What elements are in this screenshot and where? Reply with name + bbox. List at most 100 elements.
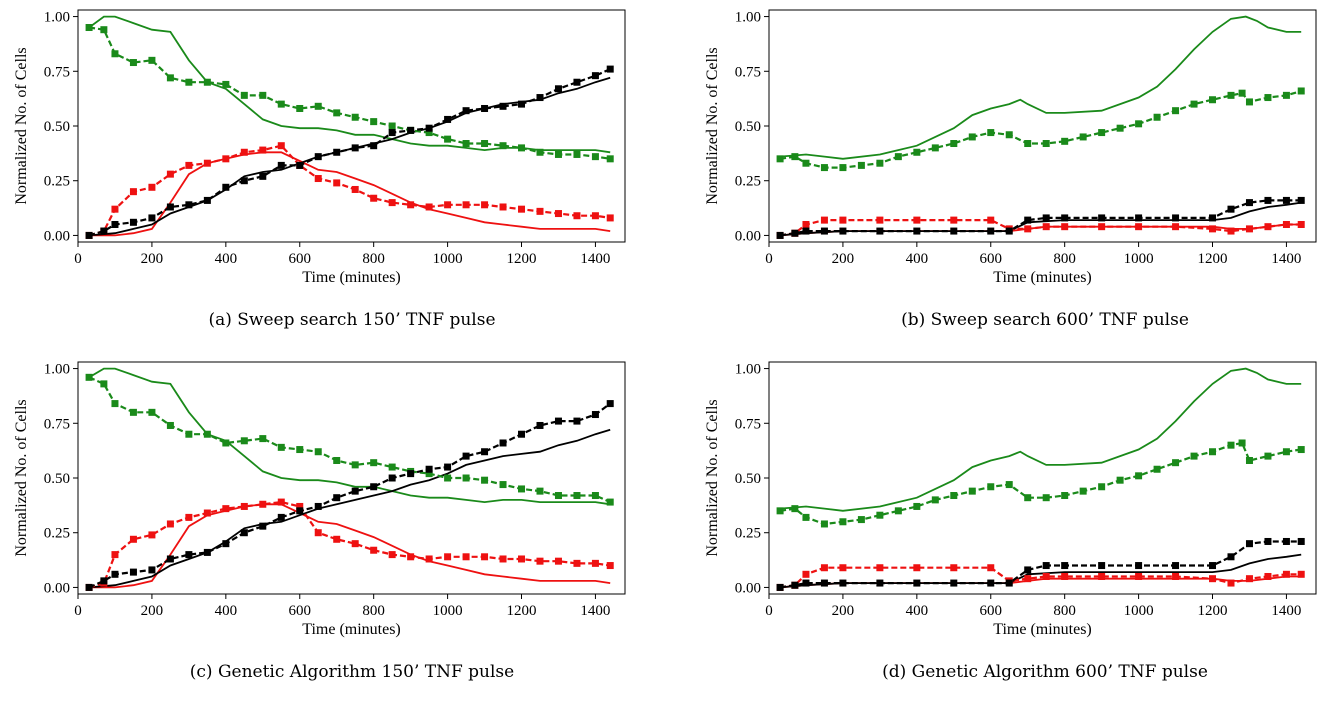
data-point-green xyxy=(968,487,976,495)
data-point-green xyxy=(462,474,470,482)
data-point-black xyxy=(129,218,137,226)
data-point-green xyxy=(968,133,976,141)
data-point-red xyxy=(444,201,452,209)
data-point-red xyxy=(148,183,156,191)
x-axis-label: Time (minutes) xyxy=(302,269,401,286)
y-axis-label: Normalized No. of Cells xyxy=(13,399,30,556)
x-tick-label: 400 xyxy=(906,603,929,619)
data-point-red xyxy=(820,564,828,572)
data-point-green xyxy=(1238,89,1246,97)
data-point-red xyxy=(606,562,614,570)
series-line-green-model xyxy=(88,367,611,506)
data-point-green xyxy=(931,144,939,152)
data-point-green xyxy=(425,470,433,478)
data-point-black xyxy=(876,227,884,235)
data-point-black xyxy=(1024,216,1032,224)
data-point-black xyxy=(1005,579,1013,587)
data-point-black xyxy=(1042,214,1050,222)
data-point-black xyxy=(333,494,341,502)
data-point-green xyxy=(1098,129,1106,137)
data-point-green xyxy=(518,144,526,152)
x-axis-label: Time (minutes) xyxy=(302,621,401,638)
data-point-red xyxy=(1227,227,1235,235)
x-axis-label: Time (minutes) xyxy=(993,621,1092,638)
data-point-green xyxy=(1297,446,1305,454)
data-point-black xyxy=(591,72,599,80)
data-point-black xyxy=(1135,562,1143,570)
data-point-green xyxy=(462,140,470,148)
y-tick-label: 1.00 xyxy=(44,10,70,26)
x-tick-label: 200 xyxy=(141,251,164,267)
data-point-black xyxy=(1061,214,1069,222)
data-point-red xyxy=(876,564,884,572)
data-point-green xyxy=(1079,133,1087,141)
data-point-black xyxy=(462,107,470,115)
data-point-green xyxy=(1153,113,1161,121)
data-point-black xyxy=(370,142,378,150)
data-point-green xyxy=(606,498,614,506)
data-point-green xyxy=(203,78,211,86)
data-point-green xyxy=(791,153,799,161)
data-point-red xyxy=(1098,572,1106,580)
data-point-black xyxy=(1264,537,1272,545)
data-point-red xyxy=(1245,225,1253,233)
data-point-green xyxy=(1042,140,1050,148)
data-point-green xyxy=(351,113,359,121)
data-point-red xyxy=(481,201,489,209)
x-tick-label: 1400 xyxy=(580,251,610,267)
data-point-green xyxy=(111,400,119,408)
data-point-red xyxy=(425,203,433,211)
y-tick-label: 0.00 xyxy=(44,228,70,244)
data-point-black xyxy=(1282,537,1290,545)
data-point-green xyxy=(1282,91,1290,99)
data-point-green xyxy=(1116,124,1124,132)
data-point-green xyxy=(1135,472,1143,480)
data-point-black xyxy=(259,172,267,180)
x-tick-label: 800 xyxy=(1053,251,1076,267)
data-point-green xyxy=(499,481,507,489)
data-point-red xyxy=(987,216,995,224)
data-point-red xyxy=(1209,225,1217,233)
data-point-black xyxy=(791,229,799,237)
x-tick-label: 600 xyxy=(289,603,312,619)
data-point-black xyxy=(1245,199,1253,207)
data-point-black xyxy=(351,144,359,152)
data-point-green xyxy=(554,150,562,158)
data-point-red xyxy=(203,509,211,517)
data-point-red xyxy=(518,555,526,563)
data-point-green xyxy=(1061,137,1069,145)
data-point-green xyxy=(1172,107,1180,115)
y-tick-label: 0.50 xyxy=(44,471,70,487)
data-point-green xyxy=(351,461,359,469)
data-point-red xyxy=(913,216,921,224)
data-point-black xyxy=(1264,196,1272,204)
data-point-green xyxy=(277,443,285,451)
x-tick-label: 800 xyxy=(362,603,385,619)
series-line-green-model xyxy=(780,367,1302,512)
data-point-black xyxy=(351,487,359,495)
data-point-green xyxy=(573,150,581,158)
data-point-red xyxy=(240,148,248,156)
data-point-green xyxy=(111,50,119,58)
data-point-green xyxy=(277,100,285,108)
data-point-green xyxy=(987,483,995,491)
data-point-red xyxy=(314,529,322,537)
y-tick-label: 0.25 xyxy=(44,174,70,190)
data-point-black xyxy=(462,452,470,460)
data-point-red xyxy=(573,212,581,220)
data-point-red xyxy=(259,146,267,154)
data-point-black xyxy=(1245,540,1253,548)
x-tick-label: 600 xyxy=(980,603,1003,619)
data-point-red xyxy=(1282,570,1290,578)
data-point-black xyxy=(1135,214,1143,222)
data-point-red xyxy=(1264,223,1272,231)
x-tick-label: 800 xyxy=(362,251,385,267)
data-point-red xyxy=(554,210,562,218)
series-line-green-model xyxy=(780,15,1302,160)
data-point-green xyxy=(129,59,137,67)
y-axis-label: Normalized No. of Cells xyxy=(704,399,721,556)
data-point-red xyxy=(1061,572,1069,580)
data-point-green xyxy=(388,463,396,471)
data-point-red xyxy=(185,161,193,169)
data-point-red xyxy=(876,216,884,224)
